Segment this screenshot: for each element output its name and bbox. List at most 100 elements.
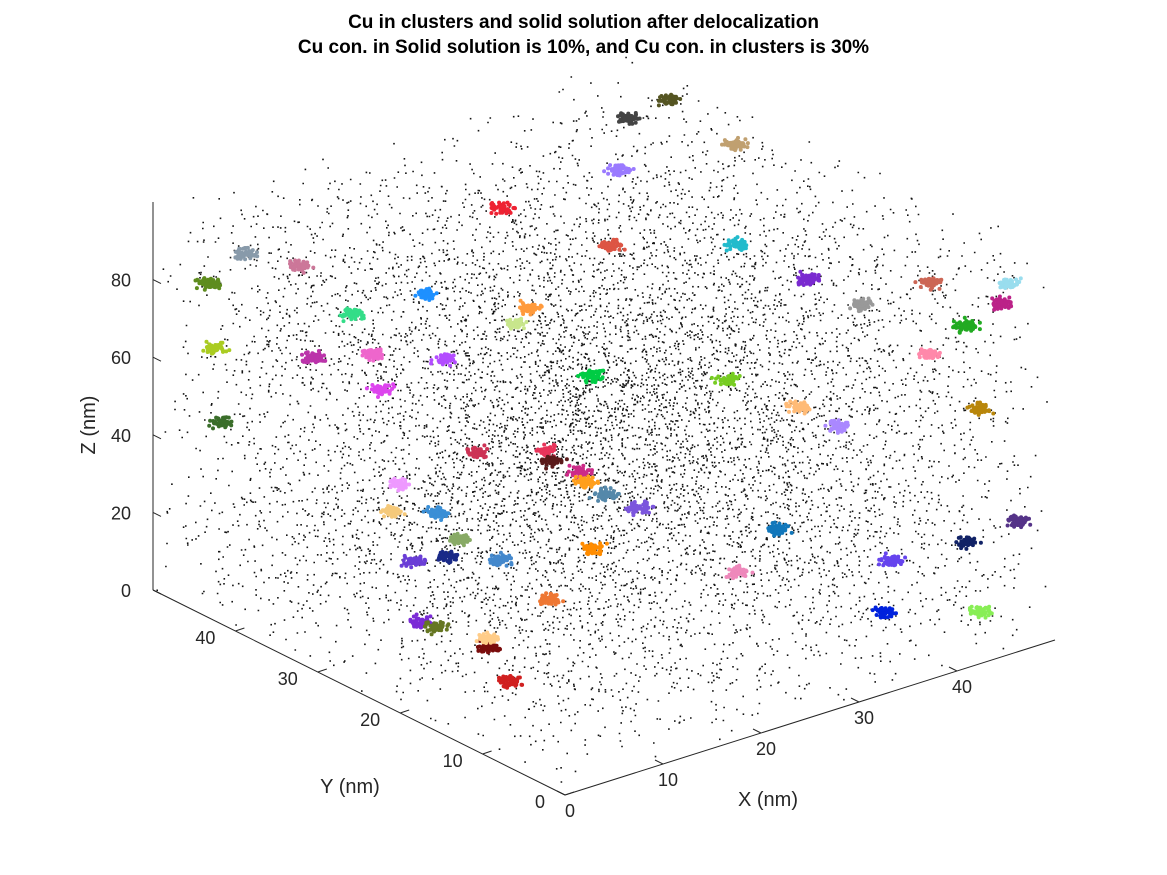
cluster-point — [384, 509, 389, 514]
cluster-point — [741, 573, 746, 578]
cluster-point — [878, 613, 883, 618]
y-tick-label: 30 — [278, 669, 298, 689]
cluster-point — [501, 684, 506, 689]
cluster-point — [452, 540, 457, 545]
cluster-point — [427, 296, 432, 301]
cluster-point — [425, 617, 430, 622]
cluster-point — [368, 352, 373, 357]
cluster-point — [293, 258, 297, 263]
cluster-point — [638, 506, 643, 511]
cluster-point — [414, 616, 419, 621]
cluster-point — [482, 647, 487, 651]
cluster-point — [408, 619, 413, 624]
cluster-point — [471, 454, 476, 459]
cluster-point — [986, 613, 991, 618]
cluster-point — [589, 471, 594, 476]
cluster-point — [397, 481, 402, 486]
cluster-point — [593, 380, 598, 385]
cluster-45 — [338, 306, 366, 324]
cluster-point — [412, 556, 417, 561]
cluster-point — [591, 370, 596, 374]
cluster-49 — [489, 200, 517, 216]
cluster-point — [382, 514, 386, 519]
cluster-point — [1011, 517, 1016, 522]
cluster-point — [590, 482, 595, 487]
cluster-point — [728, 239, 733, 244]
cluster-point — [737, 571, 742, 576]
y-tick — [235, 627, 245, 632]
cluster-point — [637, 116, 642, 121]
cluster-point — [978, 540, 983, 545]
cluster-point — [789, 530, 794, 535]
cluster-point — [750, 570, 755, 575]
cluster-point — [416, 556, 421, 561]
cluster-point — [982, 610, 987, 614]
cluster-point — [599, 486, 604, 491]
cluster-point — [604, 491, 609, 495]
cluster-point — [745, 141, 750, 146]
cluster-point — [626, 170, 631, 175]
cluster-point — [980, 406, 985, 410]
cluster-point — [812, 277, 817, 282]
cluster-point — [429, 361, 434, 366]
cluster-point — [978, 402, 983, 407]
cluster-point — [485, 630, 490, 635]
cluster-point — [426, 505, 431, 509]
cluster-point — [582, 472, 587, 477]
cluster-point — [738, 144, 743, 149]
cluster-point — [421, 509, 426, 514]
cluster-point — [376, 395, 380, 399]
cluster-point — [380, 390, 385, 395]
cluster-point — [461, 538, 466, 543]
cluster-point — [549, 601, 554, 606]
cluster-point — [438, 550, 443, 555]
cluster-point — [577, 465, 582, 470]
cluster-point — [977, 407, 982, 411]
cluster-point — [215, 343, 220, 348]
cluster-point — [841, 423, 846, 428]
cluster-point — [390, 511, 395, 516]
cluster-point — [784, 402, 789, 407]
cluster-point — [288, 261, 292, 266]
cluster-point — [372, 389, 377, 394]
cluster-34 — [951, 315, 982, 335]
cluster-point — [925, 349, 930, 354]
x-tick — [752, 728, 762, 734]
x-tick — [948, 666, 958, 672]
cluster-point — [931, 354, 936, 359]
cluster-point — [238, 256, 243, 261]
cluster-point — [465, 447, 470, 452]
cluster-point — [742, 144, 747, 149]
cluster-point — [964, 546, 969, 551]
cluster-point — [370, 349, 375, 354]
x-tick-label: 20 — [756, 739, 776, 759]
cluster-point — [341, 319, 346, 324]
cluster-36 — [997, 276, 1023, 290]
cluster-point — [452, 360, 457, 365]
cluster-point — [414, 562, 418, 567]
cluster-point — [633, 120, 638, 125]
cluster-point — [556, 600, 561, 605]
cluster-point — [226, 415, 231, 420]
cluster-point — [407, 482, 412, 487]
cluster-point — [220, 422, 225, 427]
cluster-26 — [823, 418, 850, 435]
cluster-32 — [848, 296, 875, 314]
cluster-point — [631, 506, 636, 510]
cluster-point — [622, 247, 627, 252]
cluster-point — [211, 283, 216, 288]
cluster-43 — [201, 339, 232, 356]
cluster-point — [599, 242, 604, 247]
cluster-17 — [571, 474, 601, 490]
cluster-point — [549, 592, 554, 596]
cluster-point — [735, 244, 740, 249]
cluster-point — [783, 522, 788, 527]
cluster-point — [211, 426, 215, 431]
cluster-point — [505, 684, 510, 688]
chart-title-block: Cu in clusters and solid solution after … — [0, 10, 1167, 60]
cluster-point — [475, 645, 480, 649]
cluster-point — [791, 401, 796, 406]
cluster-point — [996, 303, 1001, 308]
z-tick — [152, 511, 162, 517]
cluster-point — [486, 650, 490, 655]
